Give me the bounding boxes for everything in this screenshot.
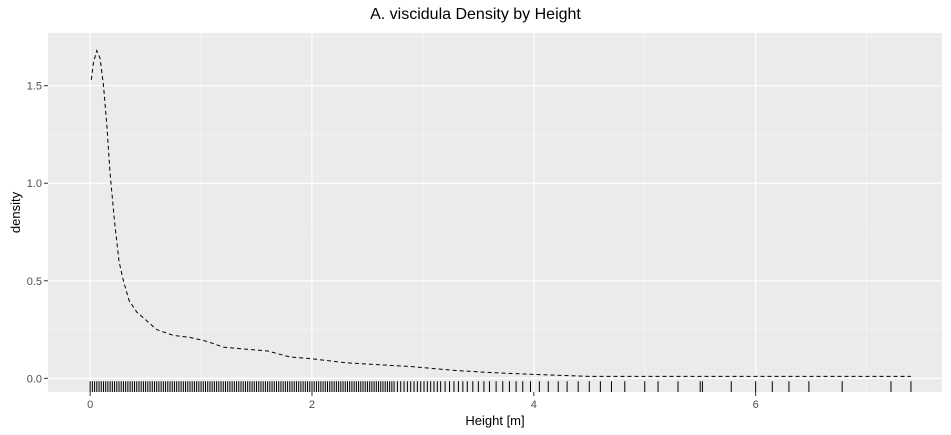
x-axis-title: Height [m] — [465, 413, 524, 428]
x-tick-label: 6 — [753, 399, 759, 411]
chart-title: A. viscidula Density by Height — [370, 6, 581, 23]
x-tick-label: 4 — [531, 399, 537, 411]
density-line — [90, 49, 911, 377]
rug-marks — [89, 381, 912, 392]
x-tick-label: 2 — [309, 399, 315, 411]
y-tick-label: 0.0 — [27, 373, 42, 385]
grid-lines — [48, 33, 942, 392]
y-tick-label: 0.5 — [27, 276, 42, 288]
x-axis: 0 2 4 6 — [87, 392, 759, 411]
y-axis-title: density — [8, 191, 23, 233]
x-tick-label: 0 — [87, 399, 93, 411]
plot-panel — [48, 33, 942, 392]
y-tick-label: 1.0 — [27, 178, 42, 190]
y-axis: 0.0 0.5 1.0 1.5 — [27, 81, 48, 385]
y-tick-label: 1.5 — [27, 81, 42, 93]
